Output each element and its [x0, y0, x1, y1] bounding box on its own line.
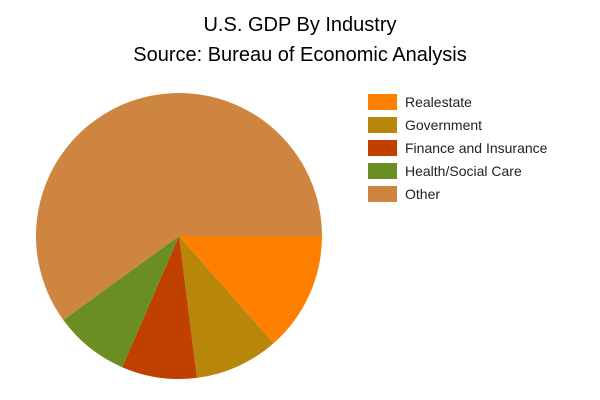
pie-slice-government [179, 236, 274, 378]
legend-swatch [368, 185, 397, 202]
pie-slices [36, 92, 323, 379]
pie-slice-other [36, 92, 323, 321]
pie-slice-finance-and-insurance [122, 236, 197, 379]
chart-subtitle: Source: Bureau of Economic Analysis [133, 44, 467, 66]
legend-item: Government [368, 113, 547, 136]
legend-swatch [368, 93, 397, 110]
chart-title: U.S. GDP By Industry [203, 14, 397, 36]
legend-swatch [368, 116, 397, 133]
legend-swatch [368, 139, 397, 156]
legend-item: Finance and Insurance [368, 136, 547, 159]
legend-label: Realestate [405, 93, 472, 110]
pie-slice-realestate [179, 236, 322, 344]
legend-swatch [368, 162, 397, 179]
legend-item: Other [368, 182, 547, 205]
legend-item: Realestate [368, 90, 547, 113]
pie-slice-health-social-care [63, 236, 180, 368]
legend: Realestate Government Finance and Insuranc… [368, 90, 547, 205]
legend-label: Health/Social Care [405, 162, 522, 179]
chart-title-block: U.S. GDP By Industry Source: Bureau of E… [0, 10, 600, 70]
legend-label: Other [405, 185, 441, 202]
legend-label: Finance and Insurance [405, 139, 548, 156]
legend-label: Government [405, 116, 483, 133]
legend-item: Health/Social Care [368, 159, 547, 182]
